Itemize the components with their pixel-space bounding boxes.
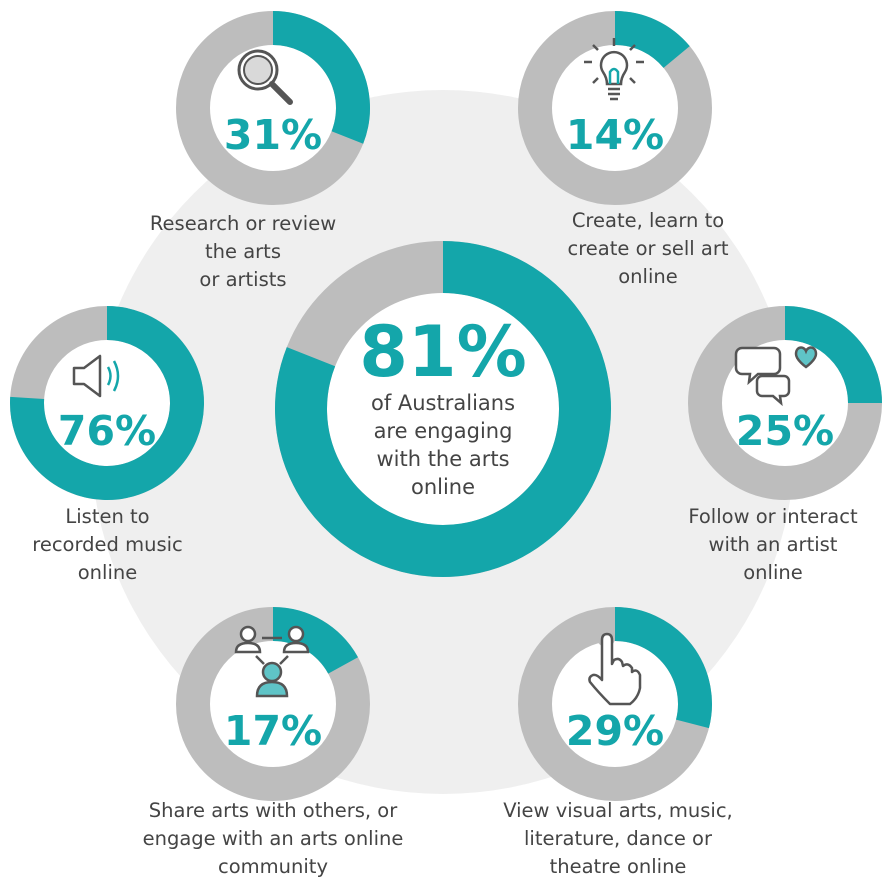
people-network-icon (234, 625, 310, 698)
label-create: Create, learn to create or sell art onli… (567, 209, 729, 288)
speaker-icon (72, 354, 120, 398)
pct-create: 14% (566, 111, 664, 159)
pct-listen: 76% (58, 407, 156, 455)
donut-value-arc-center (275, 241, 611, 577)
chat-heart-icon (734, 346, 818, 407)
donut-value-arc-view (614, 607, 712, 729)
pct-research: 31% (224, 111, 322, 159)
label-research: Research or review the arts or artists (149, 212, 337, 291)
label-listen: Listen to recorded music online (32, 505, 183, 584)
center-value: 81% (359, 311, 527, 393)
lightbulb-icon (584, 38, 644, 101)
pointer-hand-icon (588, 629, 642, 706)
label-follow: Follow or interact with an artist online (688, 505, 858, 584)
pct-view: 29% (566, 707, 664, 755)
magnifier-icon (237, 49, 293, 105)
label-share: Share arts with others, or engage with a… (142, 799, 404, 878)
donut-value-arc-follow (784, 306, 882, 404)
label-view: View visual arts, music, literature, dan… (503, 799, 733, 878)
pct-share: 17% (224, 707, 322, 755)
donut-value-arc-research (272, 11, 370, 144)
donut-value-arc-create (614, 11, 690, 69)
pct-follow: 25% (736, 407, 834, 455)
donut-value-arc-share (272, 607, 358, 675)
donut-value-arc-listen (10, 306, 204, 500)
center-description: of Australians are engaging with the art… (370, 391, 516, 499)
